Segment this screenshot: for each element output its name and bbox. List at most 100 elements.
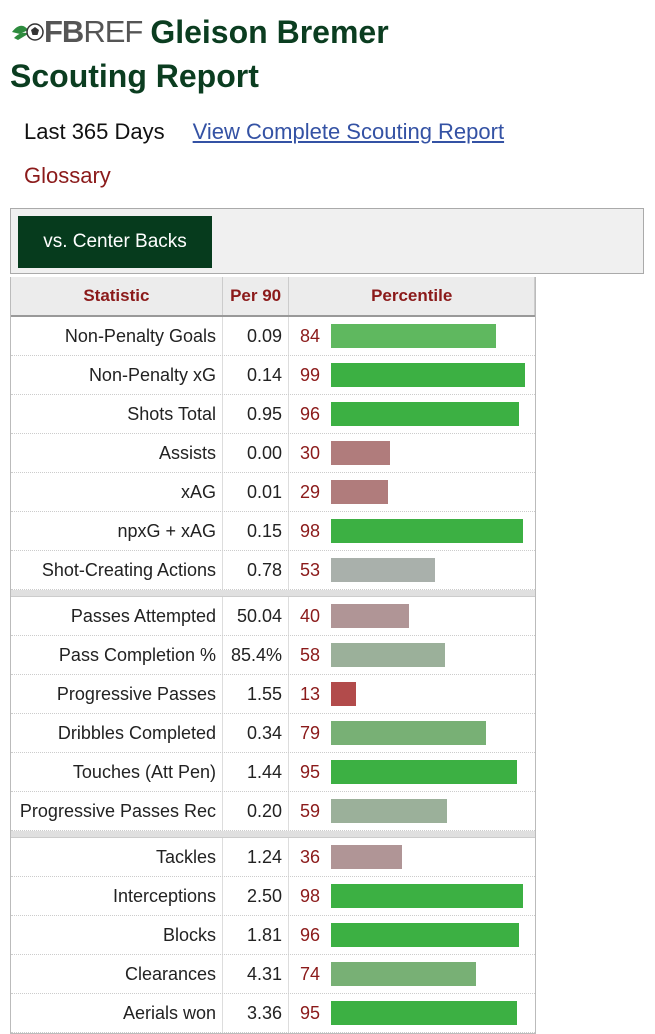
percentile-bar bbox=[331, 363, 526, 387]
table-row: Dribbles Completed 0.34 79 bbox=[11, 714, 535, 753]
percentile-bar-track bbox=[331, 519, 527, 543]
percentile-bar bbox=[331, 682, 357, 706]
per90-value: 3.36 bbox=[223, 994, 289, 1032]
table-row: Clearances 4.31 74 bbox=[11, 955, 535, 994]
table-row: Pass Completion % 85.4% 58 bbox=[11, 636, 535, 675]
table-row: Shots Total 0.95 96 bbox=[11, 395, 535, 434]
table-row: Non-Penalty xG 0.14 99 bbox=[11, 356, 535, 395]
col-header-per90[interactable]: Per 90 bbox=[223, 277, 290, 315]
per90-value: 50.04 bbox=[223, 597, 289, 635]
percentile-cell: 29 bbox=[289, 473, 535, 511]
table-row: Shot-Creating Actions 0.78 53 bbox=[11, 551, 535, 590]
percentile-cell: 98 bbox=[289, 877, 535, 915]
percentile-bar bbox=[331, 519, 524, 543]
per90-value: 1.44 bbox=[223, 753, 289, 791]
stat-name: Pass Completion % bbox=[11, 636, 223, 674]
scouting-table: Statistic Per 90 Percentile Non-Penalty … bbox=[10, 277, 536, 1034]
stat-name: Aerials won bbox=[11, 994, 223, 1032]
ball-leaf-icon bbox=[12, 23, 44, 41]
percentile-bar bbox=[331, 402, 520, 426]
percentile-bar bbox=[331, 962, 477, 986]
table-row: Blocks 1.81 96 bbox=[11, 916, 535, 955]
table-row: Progressive Passes 1.55 13 bbox=[11, 675, 535, 714]
percentile-bar bbox=[331, 441, 390, 465]
comparison-tabbar: vs. Center Backs bbox=[10, 208, 644, 274]
percentile-bar bbox=[331, 558, 435, 582]
percentile-bar bbox=[331, 845, 402, 869]
percentile-value: 98 bbox=[299, 885, 321, 906]
percentile-cell: 99 bbox=[289, 356, 535, 394]
percentile-bar-track bbox=[331, 799, 527, 823]
player-name: Gleison Bremer bbox=[150, 13, 389, 50]
percentile-bar bbox=[331, 324, 496, 348]
table-row: xAG 0.01 29 bbox=[11, 473, 535, 512]
page-subtitle: Scouting Report bbox=[10, 58, 259, 94]
per90-value: 2.50 bbox=[223, 877, 289, 915]
per90-value: 0.20 bbox=[223, 792, 289, 830]
stat-name: Progressive Passes bbox=[11, 675, 223, 713]
percentile-bar-track bbox=[331, 558, 527, 582]
percentile-bar bbox=[331, 643, 445, 667]
tab-vs-center-backs[interactable]: vs. Center Backs bbox=[18, 216, 212, 268]
logo-ref-text: REF bbox=[83, 14, 143, 49]
percentile-value: 59 bbox=[299, 800, 321, 821]
percentile-value: 36 bbox=[299, 846, 321, 867]
per90-value: 0.34 bbox=[223, 714, 289, 752]
percentile-bar-track bbox=[331, 441, 527, 465]
percentile-cell: 74 bbox=[289, 955, 535, 993]
percentile-value: 53 bbox=[299, 559, 321, 580]
table-row: Progressive Passes Rec 0.20 59 bbox=[11, 792, 535, 831]
group-separator bbox=[11, 831, 535, 838]
percentile-bar-track bbox=[331, 760, 527, 784]
stat-name: Assists bbox=[11, 434, 223, 472]
fbref-logo[interactable]: FB REF bbox=[10, 14, 143, 50]
percentile-value: 79 bbox=[299, 722, 321, 743]
table-row: Passes Attempted 50.04 40 bbox=[11, 597, 535, 636]
per90-value: 4.31 bbox=[223, 955, 289, 993]
group-separator bbox=[11, 590, 535, 597]
stat-name: Blocks bbox=[11, 916, 223, 954]
report-meta: Last 365 Days View Complete Scouting Rep… bbox=[24, 116, 504, 148]
table-row: Aerials won 3.36 95 bbox=[11, 994, 535, 1033]
percentile-bar-track bbox=[331, 845, 527, 869]
percentile-cell: 30 bbox=[289, 434, 535, 472]
percentile-bar bbox=[331, 604, 410, 628]
percentile-value: 74 bbox=[299, 963, 321, 984]
col-header-percentile[interactable]: Percentile bbox=[289, 277, 535, 315]
table-row: Assists 0.00 30 bbox=[11, 434, 535, 473]
per90-value: 1.24 bbox=[223, 838, 289, 876]
stat-name: Dribbles Completed bbox=[11, 714, 223, 752]
percentile-cell: 95 bbox=[289, 994, 535, 1032]
table-row: Tackles 1.24 36 bbox=[11, 838, 535, 877]
percentile-value: 29 bbox=[299, 481, 321, 502]
percentile-cell: 79 bbox=[289, 714, 535, 752]
percentile-bar-track bbox=[331, 643, 527, 667]
percentile-bar bbox=[331, 923, 520, 947]
per90-value: 0.09 bbox=[223, 317, 289, 355]
percentile-cell: 96 bbox=[289, 916, 535, 954]
percentile-bar-track bbox=[331, 604, 527, 628]
percentile-bar-track bbox=[331, 324, 527, 348]
title-line: FB REF Gleison Bremer bbox=[10, 10, 650, 54]
percentile-bar-track bbox=[331, 682, 527, 706]
percentile-value: 99 bbox=[299, 364, 321, 385]
percentile-bar bbox=[331, 799, 447, 823]
percentile-bar-track bbox=[331, 363, 527, 387]
percentile-bar-track bbox=[331, 721, 527, 745]
stat-name: Passes Attempted bbox=[11, 597, 223, 635]
col-header-statistic[interactable]: Statistic bbox=[11, 277, 223, 315]
logo-fb-text: FB bbox=[44, 14, 84, 49]
percentile-value: 30 bbox=[299, 442, 321, 463]
stat-name: Touches (Att Pen) bbox=[11, 753, 223, 791]
stat-name: Non-Penalty Goals bbox=[11, 317, 223, 355]
per90-value: 1.55 bbox=[223, 675, 289, 713]
table-body: Non-Penalty Goals 0.09 84 Non-Penalty xG 0.1… bbox=[11, 317, 535, 1033]
per90-value: 0.95 bbox=[223, 395, 289, 433]
percentile-cell: 40 bbox=[289, 597, 535, 635]
percentile-cell: 96 bbox=[289, 395, 535, 433]
percentile-value: 96 bbox=[299, 403, 321, 424]
percentile-cell: 59 bbox=[289, 792, 535, 830]
glossary-link[interactable]: Glossary bbox=[24, 163, 111, 188]
per90-value: 1.81 bbox=[223, 916, 289, 954]
complete-report-link[interactable]: View Complete Scouting Report bbox=[192, 119, 505, 144]
